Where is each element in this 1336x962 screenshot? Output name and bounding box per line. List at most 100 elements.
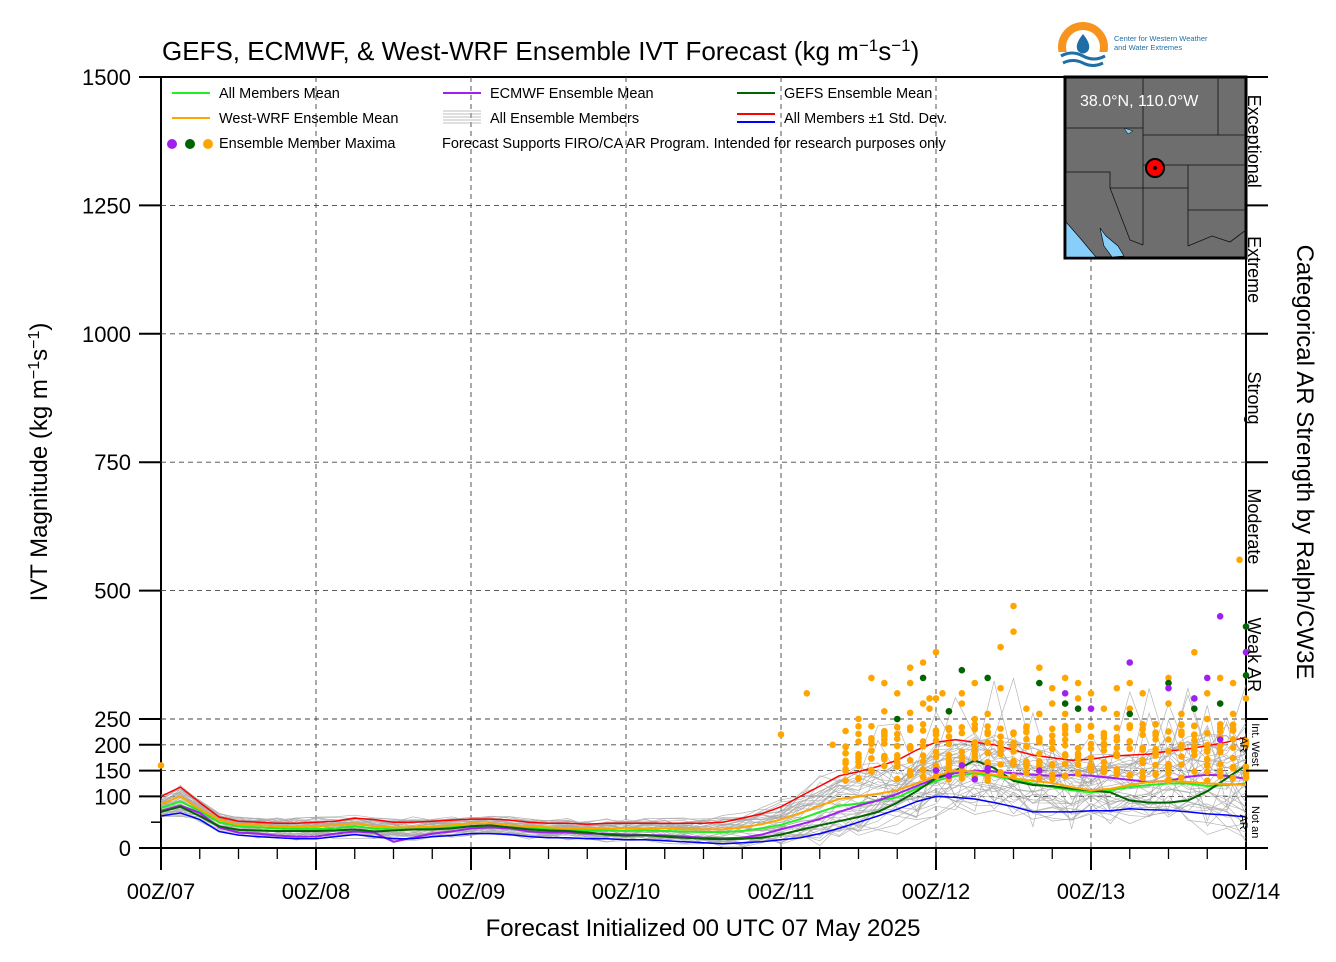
legend-dot-gefs	[185, 139, 195, 149]
gefs-maximum-dot	[1242, 623, 1250, 630]
inset-map: 38.0°N, 110.0°W	[1063, 75, 1248, 260]
westwrf-maximum-dot	[842, 757, 849, 765]
legend-label: West-WRF Ensemble Mean	[219, 111, 398, 127]
westwrf-maximum-dot	[971, 715, 979, 723]
westwrf-maximum-dot	[932, 695, 940, 702]
westwrf-maximum-dot	[939, 690, 946, 697]
westwrf-maximum-dot	[1139, 726, 1146, 733]
westwrf-maximum-dot	[842, 777, 849, 784]
westwrf-maximum-dot	[919, 752, 927, 759]
westwrf-maximum-dot	[1191, 752, 1198, 759]
gefs-maximum-dot	[1191, 705, 1198, 713]
westwrf-maximum-dot	[906, 757, 914, 764]
ar-categories: Exceptional Extreme Strong Moderate Weak AR I…	[1237, 76, 1268, 849]
legend-label: ECMWF Ensemble Mean	[490, 86, 654, 102]
westwrf-maximum-dot	[919, 743, 927, 750]
westwrf-maximum-dot	[1074, 761, 1082, 769]
westwrf-maximum-dot	[855, 722, 862, 730]
westwrf-maximum-dot	[1178, 753, 1185, 760]
cw3e-logo: Center for Western Weather and Water Ext…	[1058, 22, 1208, 74]
westwrf-maximum-dot	[1203, 755, 1211, 763]
westwrf-maximum-dot	[906, 664, 914, 671]
westwrf-maximum-dot	[1126, 705, 1134, 713]
westwrf-maximum-dot	[893, 775, 901, 783]
westwrf-maximum-dot	[958, 775, 966, 782]
westwrf-maximum-dot	[1087, 762, 1095, 769]
westwrf-maximum-dot	[932, 731, 940, 739]
westwrf-maximum-dot	[1242, 774, 1250, 782]
gefs-maximum-dot	[1216, 700, 1224, 707]
westwrf-maximum-dot	[1023, 742, 1030, 750]
category-label: Moderate	[1244, 488, 1264, 564]
westwrf-maximum-dot	[1139, 720, 1146, 728]
category-label: Weak AR	[1244, 617, 1264, 692]
westwrf-maximum-dot	[971, 721, 979, 728]
westwrf-maximum-dot	[777, 731, 785, 738]
westwrf-maximum-dot	[1100, 747, 1108, 754]
westwrf-maximum-dot	[997, 733, 1004, 740]
category-label-line: Not an	[1249, 806, 1261, 838]
westwrf-maximum-dot	[1113, 724, 1121, 732]
ecmwf-maximum-dot	[1216, 736, 1224, 743]
gefs-maximum-dot	[1126, 710, 1134, 718]
category-label-line: Int. West	[1249, 723, 1261, 766]
westwrf-maximum-dot	[1010, 729, 1017, 736]
westwrf-maximum-dot	[1023, 728, 1030, 736]
westwrf-maximum-dot	[1074, 755, 1082, 762]
westwrf-maximum-dot	[1023, 769, 1030, 777]
westwrf-maximum-dot	[1010, 628, 1017, 635]
westwrf-maximum-dot	[1152, 736, 1159, 743]
westwrf-maximum-dot	[842, 767, 849, 775]
y-tick-label: 0	[119, 836, 131, 861]
westwrf-maximum-dot	[997, 643, 1004, 651]
ecmwf-maximum-dot	[932, 767, 940, 774]
westwrf-maximum-dot	[881, 762, 888, 770]
westwrf-maximum-dot	[1139, 746, 1146, 754]
legend-label: GEFS Ensemble Mean	[784, 86, 932, 102]
westwrf-maximum-dot	[1048, 745, 1056, 753]
westwrf-maximum-dot	[997, 744, 1004, 751]
series-line	[160, 795, 1247, 845]
inset-map-location: 38.0°N, 110.0°W	[1080, 93, 1199, 110]
logo-line-1: Center for Western Weather	[1114, 34, 1208, 43]
legend-label: All Members ±1 Std. Dev.	[784, 111, 947, 127]
legend: All Members Mean ECMWF Ensemble Mean GEF…	[167, 86, 947, 152]
westwrf-maximum-dot	[868, 766, 875, 774]
westwrf-maximum-dot	[971, 739, 979, 746]
westwrf-maximum-dot	[1178, 774, 1185, 781]
gridlines	[161, 77, 1246, 848]
westwrf-maximum-dot	[1178, 730, 1185, 738]
westwrf-maximum-dot	[1087, 766, 1095, 774]
westwrf-maximum-dot	[1010, 602, 1017, 610]
westwrf-maximum-dot	[932, 753, 940, 761]
westwrf-maximum-dot	[1087, 690, 1095, 697]
westwrf-maximum-dot	[829, 741, 836, 749]
ensemble-member-line	[160, 684, 1247, 829]
gefs-maximum-dot	[1074, 705, 1082, 713]
gefs-maximum-dot	[984, 674, 991, 682]
westwrf-maximum-dot	[906, 726, 914, 734]
westwrf-maximum-dot	[1010, 748, 1017, 755]
westwrf-maximum-dot	[1048, 700, 1056, 707]
westwrf-maximum-dot	[919, 773, 927, 781]
westwrf-maximum-dot	[1242, 740, 1250, 747]
westwrf-maximum-dot	[1229, 679, 1237, 687]
x-tick-label: 00Z/14	[1212, 879, 1281, 904]
westwrf-maximum-dot	[919, 727, 927, 734]
westwrf-maximum-dot	[1203, 729, 1211, 737]
legend-label: All Ensemble Members	[490, 111, 639, 127]
gefs-maximum-dot	[1061, 700, 1069, 707]
ecmwf-maximum-dot	[1242, 648, 1250, 656]
westwrf-maximum-dot	[919, 721, 927, 728]
category-label: Exceptional	[1244, 95, 1264, 188]
westwrf-maximum-dot	[1100, 729, 1108, 737]
right-axis-label: Categorical AR Strength by Ralph/CW3E	[1291, 245, 1318, 680]
westwrf-maximum-dot	[1229, 721, 1237, 728]
westwrf-maximum-dot	[868, 674, 875, 682]
ecmwf-maximum-dot	[1191, 695, 1198, 702]
westwrf-maximum-dot	[1048, 762, 1056, 769]
westwrf-maximum-dot	[1165, 776, 1172, 783]
westwrf-maximum-dot	[1100, 758, 1108, 766]
westwrf-maximum-dot	[1229, 727, 1237, 734]
